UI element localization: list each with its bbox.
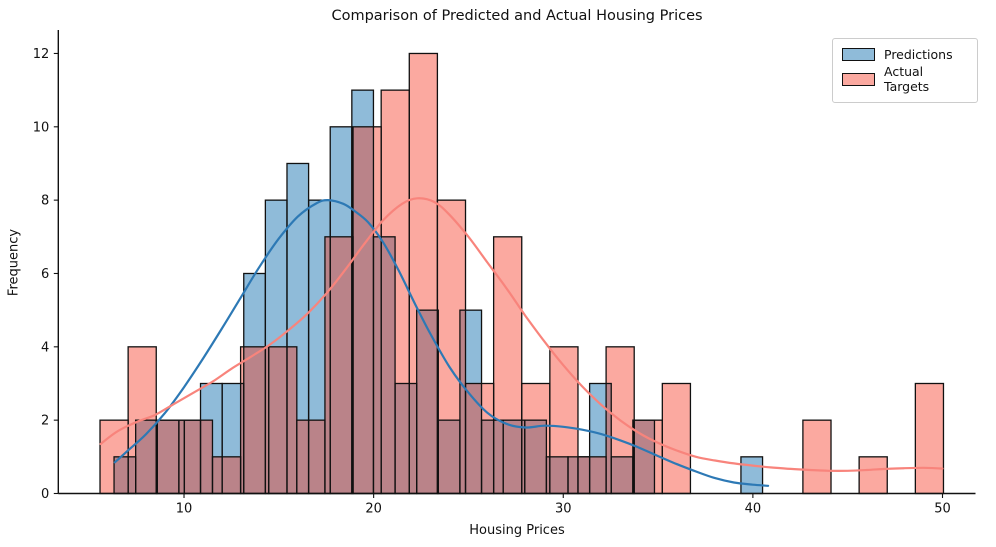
x-tick-label: 50 xyxy=(934,502,951,517)
legend-item-predictions: Predictions xyxy=(842,47,969,62)
legend-item-actual-targets: Actual Targets xyxy=(842,64,969,94)
histogram-bar-actual-targets xyxy=(802,420,832,494)
histogram-overlap-region xyxy=(296,420,309,494)
histogram-overlap-region xyxy=(521,420,525,494)
histogram-overlap-region xyxy=(135,420,157,494)
histogram-overlap-region xyxy=(606,383,612,494)
x-tick-label: 10 xyxy=(176,502,193,517)
predictions-swatch xyxy=(842,48,875,61)
histogram-overlap-region xyxy=(128,456,136,494)
legend: Predictions Actual Targets xyxy=(832,38,978,103)
histogram-overlap-region xyxy=(240,383,244,494)
histogram-overlap-region xyxy=(324,236,331,494)
histogram-overlap-region xyxy=(353,126,374,494)
histogram-overlap-region xyxy=(577,456,590,494)
x-tick-label: 20 xyxy=(365,502,382,517)
histogram-overlap-region xyxy=(381,236,396,494)
x-tick-label: 40 xyxy=(745,502,762,517)
histogram-overlap-region xyxy=(459,310,466,494)
histogram-overlap-region xyxy=(409,383,417,494)
legend-label-predictions: Predictions xyxy=(884,47,953,62)
histogram-overlap-region xyxy=(568,456,578,494)
histogram-overlap-region xyxy=(493,420,504,494)
legend-label-actual-targets: Actual Targets xyxy=(884,64,930,94)
histogram-overlap-region xyxy=(200,420,213,494)
kde-curve-actual-targets xyxy=(99,197,944,472)
kde-curve-predictions xyxy=(113,198,770,487)
actual-targets-swatch xyxy=(842,72,875,86)
histogram-overlap-region xyxy=(546,456,550,494)
histogram-overlap-region xyxy=(481,420,494,494)
histogram-overlap-region xyxy=(268,346,287,494)
x-axis-label: Housing Prices xyxy=(469,523,565,538)
histogram-bar-predictions xyxy=(740,456,763,494)
histogram-overlap-region xyxy=(465,383,482,494)
histogram-overlap-region xyxy=(373,236,382,494)
histogram-overlap-region xyxy=(114,456,129,494)
chart-title: Comparison of Predicted and Actual Housi… xyxy=(331,8,703,24)
histogram-overlap-region xyxy=(549,456,569,494)
histogram-overlap-region xyxy=(330,236,352,494)
histogram-overlap-region xyxy=(503,420,522,494)
histogram-overlap-region xyxy=(589,456,607,494)
histogram-overlap-region xyxy=(243,346,266,494)
histogram-bar-actual-targets xyxy=(859,456,888,494)
histogram-overlap-region xyxy=(395,383,410,494)
histogram-overlap-region xyxy=(178,420,185,494)
histogram-overlap-region xyxy=(222,456,241,494)
histogram-bar-actual-targets xyxy=(662,383,691,494)
histogram-overlap-region xyxy=(416,310,438,494)
y-tick-label: 8 xyxy=(41,194,49,209)
histogram-overlap-region xyxy=(157,420,179,494)
histogram-bar-actual-targets xyxy=(915,383,944,494)
y-axis-label: Frequency xyxy=(6,228,22,297)
y-tick-label: 10 xyxy=(33,120,50,135)
histogram-overlap-region xyxy=(524,420,547,494)
histogram-overlap-region xyxy=(438,420,460,494)
y-tick-label: 12 xyxy=(33,47,50,62)
histogram-overlap-region xyxy=(286,346,297,494)
histogram-overlap-region xyxy=(184,420,201,494)
histogram-overlap-region xyxy=(308,420,325,494)
histogram-overlap-region xyxy=(265,346,269,494)
y-tick-label: 2 xyxy=(41,414,49,429)
histogram-overlap-region xyxy=(611,456,633,494)
y-tick-label: 0 xyxy=(41,487,49,502)
histogram-overlap-region xyxy=(632,420,635,494)
y-tick-label: 6 xyxy=(41,267,49,282)
histogram-overlap-region xyxy=(212,456,223,494)
x-tick-label: 30 xyxy=(555,502,572,517)
y-tick-label: 4 xyxy=(41,340,49,355)
